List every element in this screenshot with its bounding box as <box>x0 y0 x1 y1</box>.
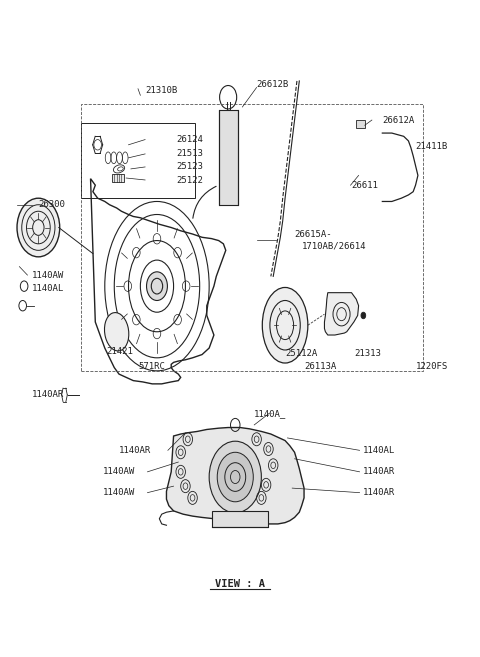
Text: 571RC: 571RC <box>138 362 165 371</box>
Text: 21313: 21313 <box>354 349 381 358</box>
Circle shape <box>217 452 253 502</box>
Bar <box>212 511 268 527</box>
Bar <box>356 120 365 128</box>
Ellipse shape <box>262 288 308 363</box>
Text: 26300: 26300 <box>38 200 65 209</box>
Circle shape <box>209 442 261 513</box>
Text: 21310B: 21310B <box>145 86 178 95</box>
Text: 26113A: 26113A <box>304 362 336 371</box>
Circle shape <box>17 198 60 257</box>
Bar <box>81 104 423 371</box>
Text: 1140AW: 1140AW <box>102 467 135 476</box>
Circle shape <box>361 312 366 319</box>
Bar <box>81 124 195 198</box>
Text: VIEW : A: VIEW : A <box>215 579 265 589</box>
Text: 1140AW: 1140AW <box>102 488 135 497</box>
Text: 1140AR: 1140AR <box>119 446 151 455</box>
Text: 26124: 26124 <box>176 135 203 144</box>
Text: 1220FS: 1220FS <box>416 362 448 371</box>
Text: 26612A: 26612A <box>383 116 415 125</box>
Circle shape <box>146 272 168 300</box>
Text: 26612B: 26612B <box>257 79 289 89</box>
Text: 1140AR: 1140AR <box>363 467 396 476</box>
Text: 1140AL: 1140AL <box>32 284 64 292</box>
Bar <box>219 110 238 205</box>
Text: 21513: 21513 <box>176 149 203 158</box>
Text: 21411B: 21411B <box>416 142 448 150</box>
Text: 26615A-: 26615A- <box>295 229 332 238</box>
Text: 21421: 21421 <box>106 347 133 356</box>
Text: 25123: 25123 <box>176 162 203 171</box>
Text: 1710AB/26614: 1710AB/26614 <box>301 242 366 251</box>
Text: 1140A_: 1140A_ <box>254 409 287 418</box>
Bar <box>112 174 124 182</box>
Text: 1140AR: 1140AR <box>363 488 396 497</box>
Text: 1140AL: 1140AL <box>363 446 396 455</box>
Text: 1140AW: 1140AW <box>32 271 64 280</box>
Text: 26611: 26611 <box>351 181 378 190</box>
Text: 25112A: 25112A <box>285 349 317 358</box>
Polygon shape <box>167 428 304 524</box>
Text: 25122: 25122 <box>176 176 203 185</box>
Text: 1140AR: 1140AR <box>32 390 64 399</box>
Polygon shape <box>324 292 359 335</box>
Ellipse shape <box>105 313 129 351</box>
